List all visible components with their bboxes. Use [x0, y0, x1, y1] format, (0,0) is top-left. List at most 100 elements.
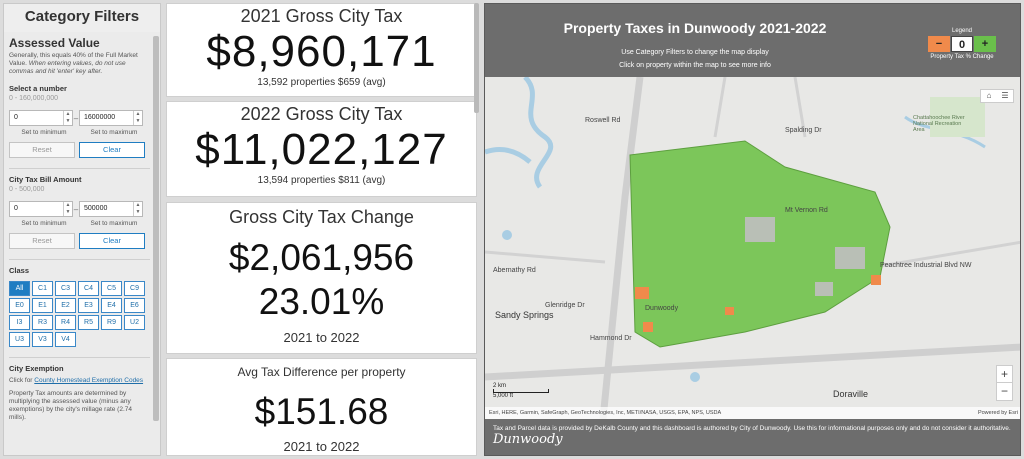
legend-caption: Property Tax % Change [930, 54, 994, 60]
label-dunwoody: Dunwoody [645, 305, 679, 312]
sidebar-scrollbar[interactable] [153, 36, 159, 421]
bill-max-input[interactable]: 500000 ▲ ▼ [79, 201, 143, 217]
bill-set-max[interactable]: Set to maximum [90, 220, 138, 227]
assessed-desc-text: Generally, this equals 40% of the Full M… [9, 52, 138, 67]
homestead-exemption-link[interactable]: County Homestead Exemption Codes [34, 377, 144, 384]
label-spalding-dr: Spalding Dr [785, 127, 822, 134]
class-chip-c3[interactable]: C3 [55, 281, 76, 296]
legend-no-change: 0 [951, 36, 973, 52]
card-value: $151.68 [254, 391, 389, 432]
map-header: Property Taxes in Dunwoody 2021-2022 Use… [485, 4, 1020, 77]
legend-title: Legend [951, 28, 973, 34]
zoom-in-button[interactable]: + [997, 366, 1012, 383]
scale-ft: 5,000 ft [493, 393, 514, 399]
assessed-max-stepper[interactable]: ▲ ▼ [133, 111, 142, 125]
class-chip-i3[interactable]: I3 [9, 315, 30, 330]
scale-bar-line [493, 389, 549, 393]
label-mt-vernon-rd: Mt Vernon Rd [785, 207, 828, 214]
class-chip-e4[interactable]: E4 [101, 298, 122, 313]
layer-list-icon[interactable]: ☰ [1001, 91, 1009, 100]
class-chip-e0[interactable]: E0 [9, 298, 30, 313]
card-heading: 2022 Gross City Tax [240, 104, 403, 124]
class-chip-e3[interactable]: E3 [78, 298, 99, 313]
class-chip-v4[interactable]: V4 [55, 332, 76, 347]
label-doraville: Doraville [833, 389, 869, 399]
card-subtitle: 13,592 properties $659 (avg) [257, 77, 386, 88]
divider [9, 168, 150, 169]
label-roswell-rd: Roswell Rd [585, 117, 621, 124]
label-abernathy-rd: Abernathy Rd [493, 267, 536, 274]
class-chip-r5[interactable]: R5 [78, 315, 99, 330]
class-chip-e6[interactable]: E6 [124, 298, 145, 313]
assessed-min-value: 0 [14, 114, 18, 121]
map-attribution: Esri, HERE, Garmin, SafeGraph, GeoTechno… [485, 407, 1020, 419]
map-legend: Legend − 0 + Property Tax % Change [922, 28, 1002, 60]
card-heading: 2021 Gross City Tax [240, 6, 403, 26]
assessed-value-heading: Assessed Value [9, 36, 100, 50]
card-value: $11,022,127 [195, 125, 448, 174]
bill-range: 0 - 500,000 [9, 186, 45, 193]
class-chip-e1[interactable]: E1 [32, 298, 53, 313]
label-chattahoochee: Chattahoochee River National Recreation … [913, 115, 965, 133]
class-chip-u2[interactable]: U2 [124, 315, 145, 330]
basemap [485, 77, 1020, 419]
label-sandy-springs: Sandy Springs [495, 310, 554, 320]
class-chip-c9[interactable]: C9 [124, 281, 145, 296]
powered-by-esri[interactable]: Powered by Esri [977, 410, 1018, 416]
assessed-set-min[interactable]: Set to minimum [21, 129, 67, 136]
city-exemption-heading: City Exemption [9, 364, 64, 373]
zoom-control: + − [996, 365, 1013, 401]
bill-max-stepper[interactable]: ▲ ▼ [133, 202, 142, 216]
zoom-out-button[interactable]: − [1000, 384, 1008, 398]
assessed-min-input[interactable]: 0 ▲ ▼ [9, 110, 73, 126]
range-dash: – [73, 113, 79, 123]
map-instruction-1: Use Category Filters to change the map d… [621, 49, 769, 56]
card-heading: Avg Tax Difference per property [237, 365, 406, 379]
map-canvas[interactable]: Sandy Springs Dunwoody Doraville Roswell… [485, 77, 1020, 419]
assessed-min-stepper[interactable]: ▲ ▼ [63, 111, 72, 125]
bill-clear-button[interactable]: Clear [79, 233, 145, 249]
class-chip-v3[interactable]: V3 [32, 332, 53, 347]
bill-min-stepper[interactable]: ▲ ▼ [63, 202, 72, 216]
class-chip-r4[interactable]: R4 [55, 315, 76, 330]
label-peachtree-blvd: Peachtree Industrial Blvd NW [880, 262, 972, 269]
gross-tax-change-card: Gross City Tax Change $2,061,956 23.01% … [166, 202, 477, 354]
assessed-max-input[interactable]: 16000000 ▲ ▼ [79, 110, 143, 126]
gross-tax-2022-card: 2022 Gross City Tax $11,022,127 13,594 p… [166, 101, 477, 197]
divider [9, 357, 150, 358]
legend-increase: + [974, 36, 996, 52]
assessed-set-max[interactable]: Set to maximum [90, 129, 138, 136]
label-hammond-dr: Hammond Dr [590, 335, 632, 342]
class-chip-u3[interactable]: U3 [9, 332, 30, 347]
class-chip-c5[interactable]: C5 [101, 281, 122, 296]
map-instruction-2: Click on property within the map to see … [619, 62, 771, 69]
class-chip-e2[interactable]: E2 [55, 298, 76, 313]
class-chip-c4[interactable]: C4 [78, 281, 99, 296]
bill-set-min[interactable]: Set to minimum [21, 220, 67, 227]
bill-reset-button[interactable]: Reset [9, 233, 75, 249]
dunwoody-logo: Dunwoody [493, 432, 563, 447]
map-footer: Tax and Parcel data is provided by DeKal… [485, 419, 1020, 455]
cards-scrollbar[interactable] [474, 3, 479, 113]
link-prefix: Click for [9, 377, 33, 384]
home-icon[interactable]: ⌂ [986, 91, 992, 100]
card-value: $2,061,956 [228, 237, 415, 278]
map-title: Property Taxes in Dunwoody 2021-2022 [563, 20, 827, 36]
avg-tax-difference-card: Avg Tax Difference per property $151.68 … [166, 358, 477, 456]
class-chip-r9[interactable]: R9 [101, 315, 122, 330]
legend-decrease: − [928, 36, 950, 52]
card-percent: 23.01% [258, 281, 385, 322]
class-chip-c1[interactable]: C1 [32, 281, 53, 296]
assessed-max-value: 16000000 [84, 114, 116, 121]
divider [9, 259, 150, 260]
assessed-clear-button[interactable]: Clear [79, 142, 145, 158]
category-filters-panel: Category Filters Assessed Value Generall… [3, 3, 161, 456]
bill-max-value: 500000 [84, 205, 108, 212]
card-subtitle: 13,594 properties $811 (avg) [257, 175, 386, 186]
class-chip-all[interactable]: All [9, 281, 30, 296]
scale-km: 2 km [493, 383, 507, 389]
class-chip-r3[interactable]: R3 [32, 315, 53, 330]
assessed-reset-button[interactable]: Reset [9, 142, 75, 158]
class-chip-group: All C1 C3 C4 C5 C9 E0 E1 E2 E3 E4 E6 I3 R3 R4 R5 R9 U2 U3 V… [9, 281, 155, 347]
bill-min-input[interactable]: 0 ▲ ▼ [9, 201, 73, 217]
